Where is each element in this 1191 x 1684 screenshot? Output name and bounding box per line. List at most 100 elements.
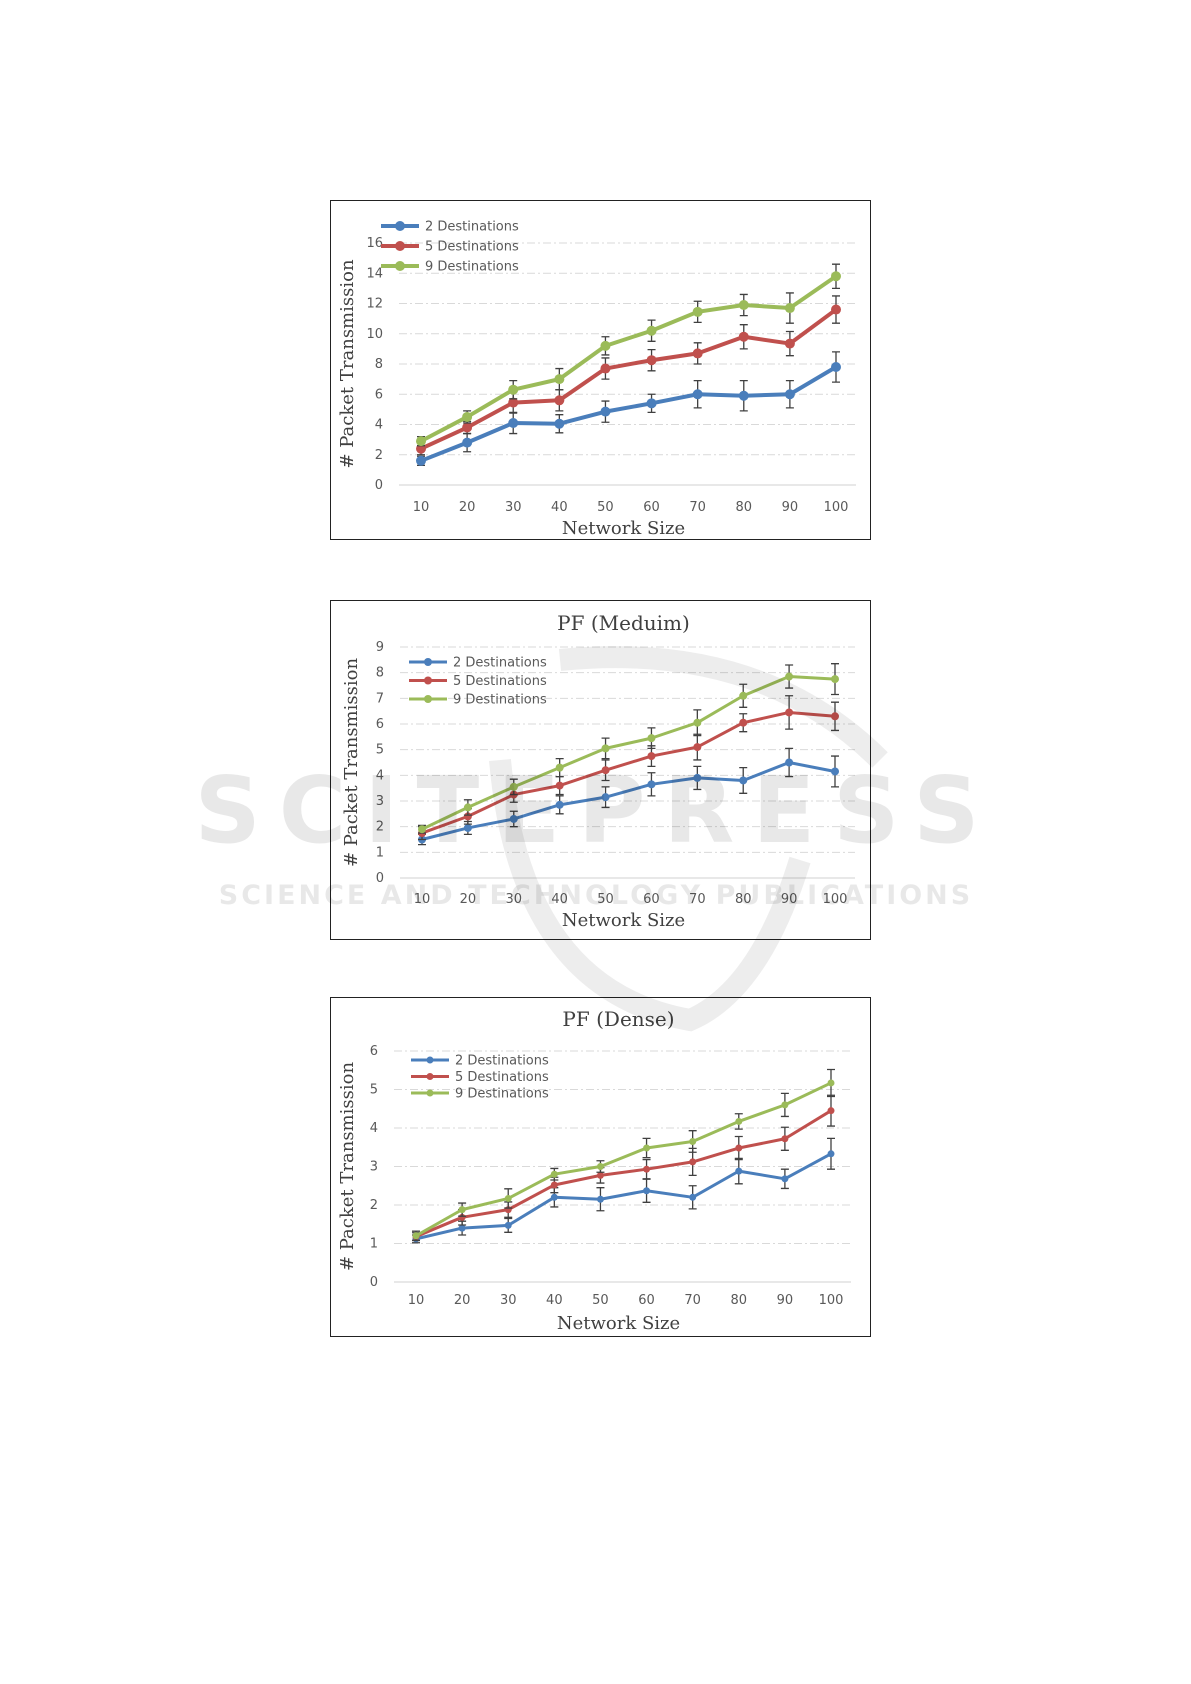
y-tick-label: 0 <box>376 871 384 886</box>
x-tick-label: 10 <box>408 1293 425 1308</box>
legend-marker <box>426 1089 434 1097</box>
legend-marker <box>424 676 432 685</box>
chart-network-size: 0 2 4 6 8 10 12 14 16 10 20 30 40 50 60 70 80 90 100 Networ… <box>330 200 871 540</box>
data-point <box>555 800 564 809</box>
y-tick-label: 4 <box>376 768 384 783</box>
x-axis-title: Network Size <box>557 1313 680 1334</box>
legend-label: 5 Destinations <box>455 1070 549 1085</box>
legend-label: 9 Destinations <box>453 693 547 708</box>
legend-marker <box>424 695 432 703</box>
data-point <box>693 743 702 752</box>
data-point <box>831 271 841 282</box>
data-point <box>554 395 565 406</box>
series-line <box>420 365 838 463</box>
series-line <box>421 761 836 841</box>
data-point <box>689 1158 697 1166</box>
data-point <box>785 708 794 717</box>
data-point <box>600 406 611 417</box>
data-point <box>735 1144 743 1152</box>
x-tick-label: 100 <box>819 1293 844 1308</box>
series-line <box>421 675 836 831</box>
data-point <box>509 814 518 823</box>
data-point <box>601 793 610 802</box>
data-point <box>416 436 426 447</box>
data-point <box>601 744 610 753</box>
data-point <box>555 781 564 790</box>
x-tick-label: 20 <box>460 892 477 907</box>
x-tick-label: 40 <box>551 500 568 515</box>
series-3 <box>416 263 841 447</box>
y-tick-label: 6 <box>376 717 384 732</box>
y-tick-label: 2 <box>375 448 383 463</box>
y-tick-label: 7 <box>376 691 384 706</box>
data-point <box>784 303 795 314</box>
y-tick-label: 6 <box>370 1044 378 1059</box>
data-point <box>647 734 656 743</box>
x-tick-label: 60 <box>643 500 660 515</box>
series-1 <box>418 747 839 846</box>
x-tick-label: 10 <box>414 892 431 907</box>
series-2 <box>412 1094 835 1242</box>
legend-label: 5 Destinations <box>425 240 519 255</box>
y-axis-title: # Packet Transmission <box>337 259 358 468</box>
x-axis-title: Network Size <box>562 518 685 539</box>
y-tick-label: 0 <box>375 478 383 493</box>
y-tick-label: 10 <box>366 327 383 342</box>
x-tick-label: 20 <box>459 500 476 515</box>
data-point <box>827 1150 835 1158</box>
data-point <box>554 374 565 385</box>
data-point <box>463 823 472 832</box>
legend-label: 2 Destinations <box>453 656 547 671</box>
data-point <box>555 763 564 772</box>
data-point <box>647 780 656 789</box>
y-tick-label: 4 <box>375 418 383 433</box>
series-line <box>415 1152 832 1241</box>
data-point <box>646 355 657 366</box>
data-point <box>827 1107 835 1115</box>
series-line <box>420 307 838 451</box>
series-line <box>420 274 838 443</box>
legend-marker <box>424 658 432 666</box>
series-1 <box>412 1137 835 1244</box>
data-point <box>412 1232 420 1240</box>
data-point <box>739 691 748 700</box>
legend-label: 2 Destinations <box>455 1054 549 1069</box>
x-tick-label: 30 <box>505 500 522 515</box>
x-tick-label: 70 <box>689 500 706 515</box>
x-tick-label: 90 <box>781 892 798 907</box>
y-tick-label: 2 <box>370 1198 378 1213</box>
y-tick-label: 14 <box>366 266 383 281</box>
data-point <box>784 389 795 400</box>
chart-pf-medium: PF (Meduim) 0 1 2 3 4 5 6 7 8 9 10 20 30 40 50 60 70 80 90 1… <box>330 600 871 940</box>
data-point <box>785 758 794 767</box>
data-point <box>692 306 703 317</box>
data-point <box>831 712 839 721</box>
x-tick-label: 90 <box>777 1293 794 1308</box>
data-point <box>831 362 841 373</box>
data-point <box>418 825 426 834</box>
data-point <box>508 417 519 428</box>
data-point <box>831 304 841 315</box>
data-point <box>596 1171 604 1179</box>
y-tick-label: 4 <box>370 1121 378 1136</box>
x-tick-label: 60 <box>638 1293 655 1308</box>
y-tick-label: 8 <box>376 666 384 681</box>
y-tick-label: 5 <box>370 1083 378 1098</box>
y-tick-label: 16 <box>366 236 383 251</box>
data-point <box>827 1079 835 1087</box>
data-point <box>508 397 519 408</box>
data-point <box>458 1224 466 1232</box>
x-tick-label: 50 <box>597 892 614 907</box>
x-tick-label: 70 <box>689 892 706 907</box>
legend-label: 2 Destinations <box>425 220 519 235</box>
legend-label: 9 Destinations <box>425 260 519 275</box>
data-point <box>646 325 657 336</box>
x-tick-label: 50 <box>592 1293 609 1308</box>
legend-label: 9 Destinations <box>455 1087 549 1102</box>
series-line <box>415 1109 832 1238</box>
data-point <box>504 1194 512 1202</box>
data-point <box>781 1175 789 1183</box>
x-tick-label: 30 <box>506 892 523 907</box>
x-axis-title: Network Size <box>562 910 685 931</box>
data-point <box>550 1193 558 1201</box>
